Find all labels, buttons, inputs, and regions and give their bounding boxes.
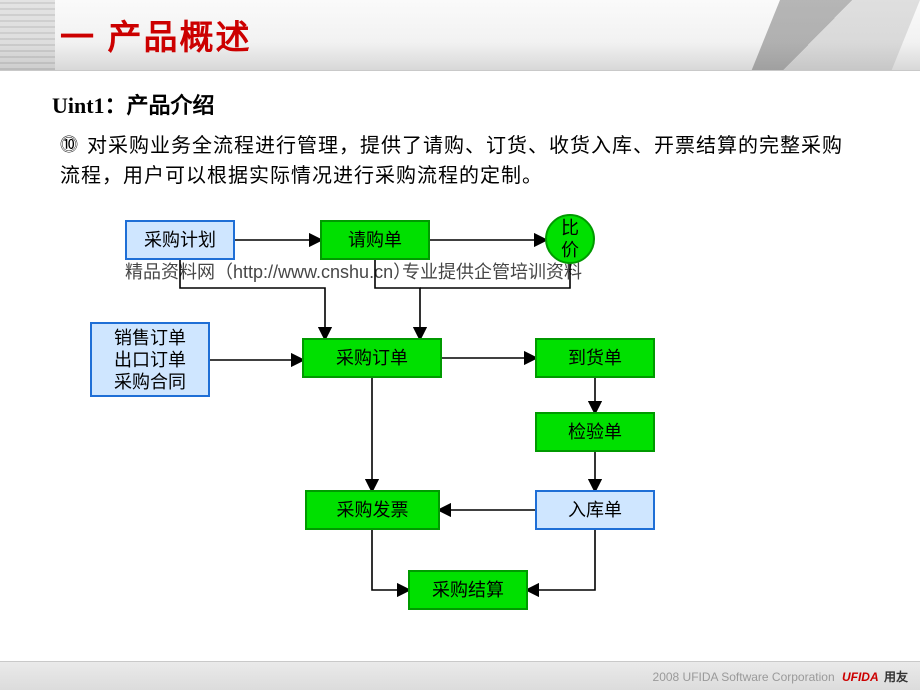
flow-node-insp: 检验单 (535, 412, 655, 452)
footer-brand-cn: 用友 (884, 670, 908, 684)
flow-edge-stock-settle (528, 530, 595, 590)
flowchart-canvas: 精品资料网（http://www.cnshu.cn） 专业提供企管培训资料 采购… (0, 210, 920, 640)
watermark-left: 精品资料网（http://www.cnshu.cn） (125, 258, 411, 284)
flow-node-arr: 到货单 (535, 338, 655, 378)
flow-node-stock: 入库单 (535, 490, 655, 530)
footer-bar: 2008 UFIDA Software Corporation UFIDA 用友 (0, 661, 920, 690)
decor-building-right (752, 0, 920, 70)
flow-node-settle: 采购结算 (408, 570, 528, 610)
subtitle: Uint1：产品介绍 (52, 88, 215, 120)
flow-node-compare: 比 价 (545, 214, 595, 264)
footer-text: 2008 UFIDA Software Corporation UFIDA 用友 (653, 668, 908, 685)
flow-node-src: 销售订单 出口订单 采购合同 (90, 322, 210, 397)
page-title: 一 产品概述 (60, 10, 251, 59)
flow-node-plan: 采购计划 (125, 220, 235, 260)
description-text: 对采购业务全流程进行管理，提供了请购、订货、收货入库、开票结算的完整采购流程，用… (60, 135, 843, 187)
description-paragraph: ⓾ 对采购业务全流程进行管理，提供了请购、订货、收货入库、开票结算的完整采购流程… (60, 130, 860, 191)
watermark-right: 专业提供企管培训资料 (402, 258, 582, 284)
flow-node-po: 采购订单 (302, 338, 442, 378)
footer-brand: UFIDA (842, 670, 879, 684)
footer-copyright: 2008 UFIDA Software Corporation (653, 670, 835, 684)
flow-node-inv: 采购发票 (305, 490, 440, 530)
flow-node-req: 请购单 (320, 220, 430, 260)
bullet-icon: ⓾ (60, 135, 79, 155)
flow-edge-inv-settle (372, 530, 408, 590)
decor-building-left (0, 0, 55, 70)
